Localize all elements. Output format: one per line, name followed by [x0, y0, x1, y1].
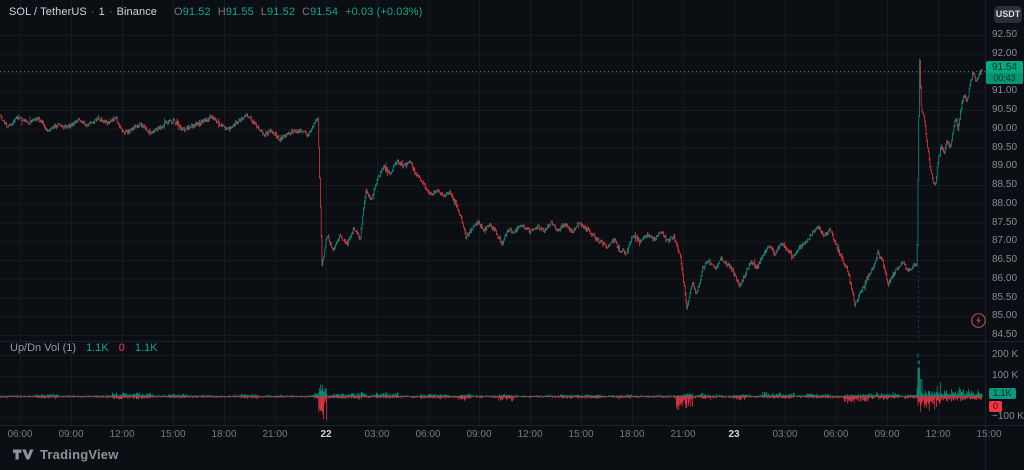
price-tick-label: 92.00 [992, 47, 1018, 59]
tradingview-logo-text: TradingView [40, 447, 119, 462]
date-tick-label: 23 [728, 429, 740, 440]
time-tick-label: 15:00 [976, 429, 1002, 440]
price-tick-label: 88.50 [992, 179, 1018, 190]
time-tick-label: 15:00 [568, 429, 594, 440]
ohlc-value: 91.52 [267, 6, 296, 18]
ohlc-key: L [260, 6, 268, 18]
time-tick-label: 09:00 [58, 429, 84, 440]
time-tick-label: 12:00 [109, 429, 135, 440]
price-tick-label: 86.00 [992, 272, 1018, 284]
price-tick-label: 86.50 [992, 254, 1018, 265]
pane-divider[interactable] [0, 341, 1024, 342]
down-volume-value: 0 [118, 342, 125, 354]
time-axis-divider [0, 425, 1024, 426]
down-volume-axis-label: 0 [989, 401, 1003, 412]
volume-indicator-legend[interactable]: Up/Dn Vol (1) 1.1K 0 1.1K [10, 342, 158, 354]
total-volume-value: 1.1K [134, 342, 158, 354]
volume-chart-canvas[interactable] [0, 341, 985, 425]
legend-separator: · [90, 6, 95, 18]
time-tick-label: 18:00 [211, 429, 237, 440]
ohlc-value: 91.54 [310, 6, 339, 18]
price-tick-label: 84.50 [992, 329, 1018, 340]
ohlc-key: H [217, 6, 226, 18]
price-tick-label: 89.50 [992, 141, 1018, 153]
last-price-label: 91.54 00:43 [986, 61, 1023, 84]
price-tick-label: 88.00 [992, 197, 1018, 209]
time-tick-label: 06:00 [7, 429, 33, 440]
boost-lightning-icon[interactable] [970, 312, 987, 329]
time-axis[interactable]: 06:00 09:00 12:00 15:00 18:00 21:00 22 03:00 06:… [0, 426, 1001, 444]
price-tick-label: 85.00 [992, 310, 1018, 322]
up-volume-value: 1.1K [86, 342, 109, 354]
volume-tick-label: 200 K [992, 349, 1019, 360]
time-tick-label: 21:00 [262, 429, 288, 440]
volume-tick-label: 100 K [992, 369, 1019, 381]
time-tick-label: 09:00 [466, 429, 492, 440]
time-tick-label: 06:00 [823, 429, 849, 440]
time-tick-label: 09:00 [874, 429, 900, 440]
tradingview-logo[interactable]: TradingView [13, 447, 119, 462]
symbol-title[interactable]: SOL / TetherUS [9, 6, 87, 18]
exchange-label[interactable]: Binance [116, 6, 158, 18]
change-value: +0.03 (+0.03%) [345, 6, 423, 18]
time-tick-label: 03:00 [772, 429, 798, 440]
time-tick-label: 15:00 [160, 429, 186, 440]
ohlc-value: 91.55 [225, 6, 254, 18]
time-tick-label: 18:00 [619, 429, 645, 440]
ohlc-key: C [302, 6, 311, 18]
price-axis-divider [985, 0, 986, 470]
currency-toggle-button[interactable]: USDT [994, 6, 1022, 23]
volume-tick-label: −100 K [992, 411, 1024, 423]
ohlc-value: 91.52 [182, 6, 211, 18]
interval-label[interactable]: 1 [98, 6, 105, 18]
symbol-legend[interactable]: SOL / TetherUS · 1 · Binance O91.52 H91.55 L91.… [9, 6, 422, 18]
time-tick-label: 12:00 [925, 429, 951, 440]
date-tick-label: 22 [320, 429, 332, 440]
price-tick-label: 90.50 [992, 104, 1018, 115]
tradingview-logo-icon [13, 449, 34, 460]
price-tick-label: 92.50 [992, 29, 1018, 40]
up-volume-axis-label: 1.1K [989, 388, 1016, 399]
price-tick-label: 87.00 [992, 235, 1018, 247]
price-tick-label: 91.00 [992, 85, 1018, 97]
price-tick-label: 85.50 [992, 291, 1018, 303]
time-tick-label: 06:00 [415, 429, 441, 440]
time-tick-label: 03:00 [364, 429, 390, 440]
volume-indicator-title[interactable]: Up/Dn Vol (1) [10, 342, 77, 354]
bar-countdown: 00:43 [986, 73, 1023, 84]
price-chart-canvas[interactable] [0, 0, 985, 341]
time-tick-label: 12:00 [517, 429, 543, 440]
last-price-value: 91.54 [986, 61, 1023, 73]
price-tick-label: 90.00 [992, 122, 1018, 134]
price-tick-label: 87.50 [992, 216, 1018, 228]
time-tick-label: 21:00 [670, 429, 696, 440]
price-tick-label: 89.00 [992, 160, 1018, 172]
ohlc-values: O91.52 H91.55 L91.52 C91.54 [167, 6, 338, 18]
legend-separator: · [108, 6, 113, 18]
ohlc-key: O [174, 6, 183, 18]
